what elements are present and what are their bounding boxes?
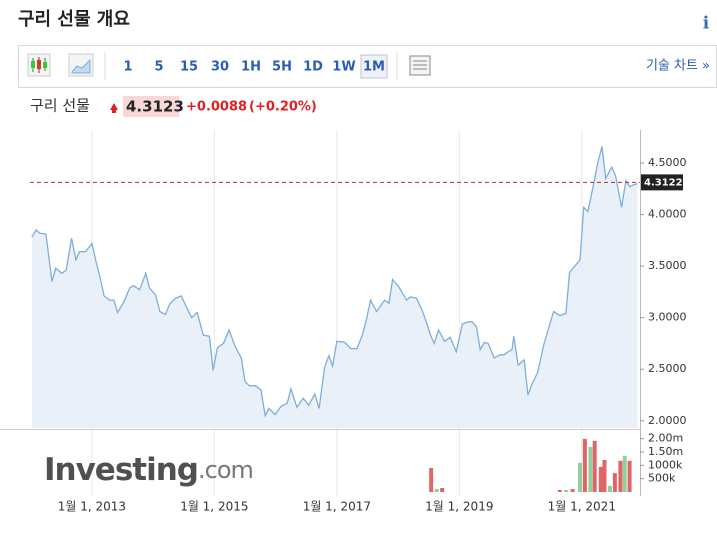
volume-y-tick-label: 2.00m	[648, 432, 683, 445]
interval-button[interactable]: 1W	[332, 60, 355, 75]
price: 4.3123	[126, 98, 184, 116]
selected-interval-box	[360, 54, 388, 79]
volume-bar	[627, 460, 632, 492]
interval-button[interactable]: 1H	[241, 60, 261, 75]
technical-chart-link[interactable]: 기술 차트 »	[646, 59, 710, 74]
price-highlight	[123, 96, 179, 117]
change: +0.0088	[186, 100, 247, 115]
area-icon[interactable]	[68, 53, 94, 77]
price-line	[31, 146, 638, 418]
y-tick-label: 4.0000	[648, 208, 687, 221]
y-tick-label: 3.5000	[648, 259, 687, 272]
volume-y-tick-label: 500k	[648, 472, 676, 485]
volume-bar	[592, 440, 597, 492]
volume-bar	[612, 473, 617, 492]
price-area	[31, 146, 638, 428]
watermark: Investing.com	[44, 452, 253, 488]
volume-bar	[622, 456, 627, 492]
volume-y-tick-label: 1.50m	[648, 445, 683, 458]
interval-button[interactable]: 1	[123, 60, 132, 75]
y-tick-label: 3.0000	[648, 311, 687, 324]
x-tick-label: 1월 1, 2019	[425, 500, 493, 514]
volume-bar	[607, 485, 612, 492]
volume-bar	[557, 490, 562, 492]
candle-icon[interactable]	[27, 53, 51, 77]
y-tick-label: 4.5000	[648, 156, 687, 169]
watermark-brand: Investing	[44, 452, 198, 488]
x-tick-label: 1월 1, 2017	[303, 500, 371, 514]
y-tick-label: 2.0000	[648, 414, 687, 427]
volume-bar	[563, 490, 568, 492]
up-arrow	[110, 103, 118, 113]
x-tick-label: 1월 1, 2013	[58, 500, 126, 514]
table-icon[interactable]	[409, 55, 431, 76]
volume-bar	[582, 438, 587, 492]
volume-bar	[577, 462, 582, 492]
volume-bar	[440, 488, 445, 492]
watermark-suffix: .com	[198, 456, 253, 484]
volume-bar	[618, 460, 623, 492]
volume-y-tick-label: 1000k	[648, 458, 683, 471]
x-tick-label: 1월 1, 2021	[548, 500, 616, 514]
reference-label-box	[641, 174, 683, 191]
change-percent: (+0.20%)	[249, 100, 317, 115]
volume-bar	[570, 489, 575, 492]
interval-button[interactable]: 5	[154, 60, 163, 75]
page-title: 구리 선물 개요	[18, 9, 130, 30]
volume-bar	[588, 446, 593, 492]
reference-label: 4.3122	[644, 177, 683, 188]
y-tick-label: 2.5000	[648, 362, 687, 375]
volume-bar	[598, 466, 603, 492]
x-tick-label: 1월 1, 2015	[180, 500, 248, 514]
instrument-name: 구리 선물	[30, 97, 90, 115]
interval-button[interactable]: 30	[211, 60, 229, 75]
volume-bar	[429, 468, 434, 492]
interval-button[interactable]: 1D	[303, 60, 323, 75]
interval-button[interactable]: 5H	[272, 60, 292, 75]
info-icon[interactable]: i	[703, 14, 710, 34]
interval-button[interactable]: 15	[180, 60, 198, 75]
interval-button[interactable]: 1M	[363, 60, 385, 75]
volume-bar	[602, 460, 607, 492]
volume-bar	[434, 489, 439, 492]
